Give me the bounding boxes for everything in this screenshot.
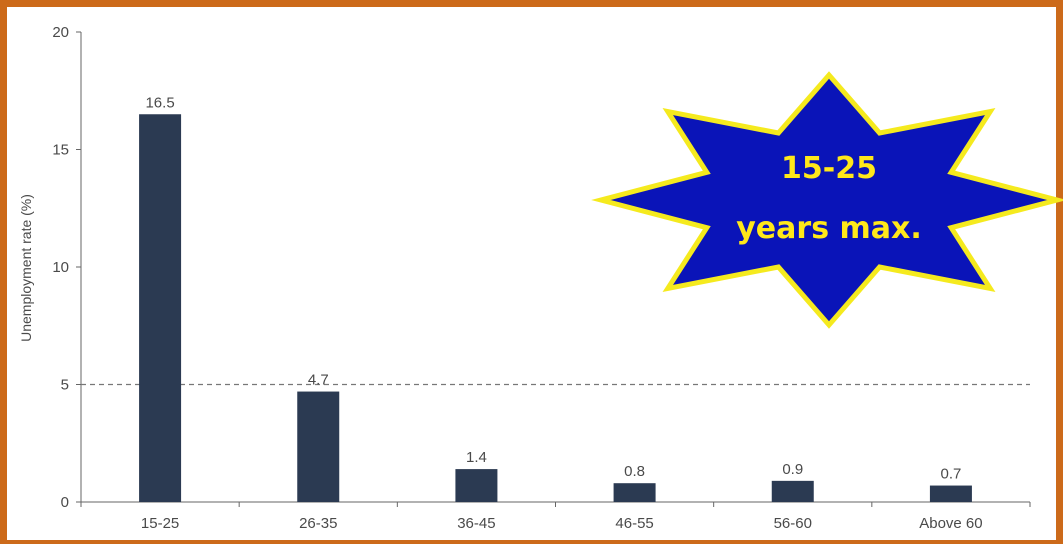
y-tick-label: 0: [61, 494, 69, 511]
bar: [613, 483, 656, 502]
y-axis-label: Unemployment rate (%): [18, 194, 34, 342]
star-shape: [591, 71, 1063, 329]
axes: 0 5 10 15 20 15-25 26-35 36-45 46-55 56-60 Above 6…: [52, 24, 1031, 532]
x-tick-label: 26-35: [299, 515, 337, 532]
x-tick-label: 15-25: [141, 515, 179, 532]
y-tick-label: 5: [61, 377, 69, 394]
data-label: 4.7: [308, 372, 329, 389]
y-tick-label: 10: [52, 259, 69, 276]
data-label: 0.9: [782, 461, 803, 478]
y-tick-label: 20: [52, 24, 69, 41]
data-label: 0.8: [624, 463, 645, 480]
bars: [139, 114, 972, 502]
data-label: 16.5: [145, 94, 174, 111]
callout-line-2: years max.: [736, 211, 922, 246]
x-tick-label: Above 60: [919, 515, 982, 532]
callout-line-1: 15-25: [781, 151, 877, 186]
bar: [297, 391, 340, 502]
callout-star: 15-25 years max.: [591, 71, 1063, 329]
data-label: 1.4: [466, 449, 487, 466]
x-tick-label: 36-45: [457, 515, 495, 532]
data-labels: 16.5 4.7 1.4 0.8 0.9 0.7: [145, 94, 961, 482]
bar: [455, 469, 498, 502]
bar: [139, 114, 182, 502]
bar: [771, 480, 814, 502]
x-tick-label: 56-60: [774, 515, 812, 532]
data-label: 0.7: [940, 466, 961, 483]
y-tick-label: 15: [52, 142, 69, 159]
bar: [929, 485, 972, 502]
x-tick-label: 46-55: [615, 515, 653, 532]
